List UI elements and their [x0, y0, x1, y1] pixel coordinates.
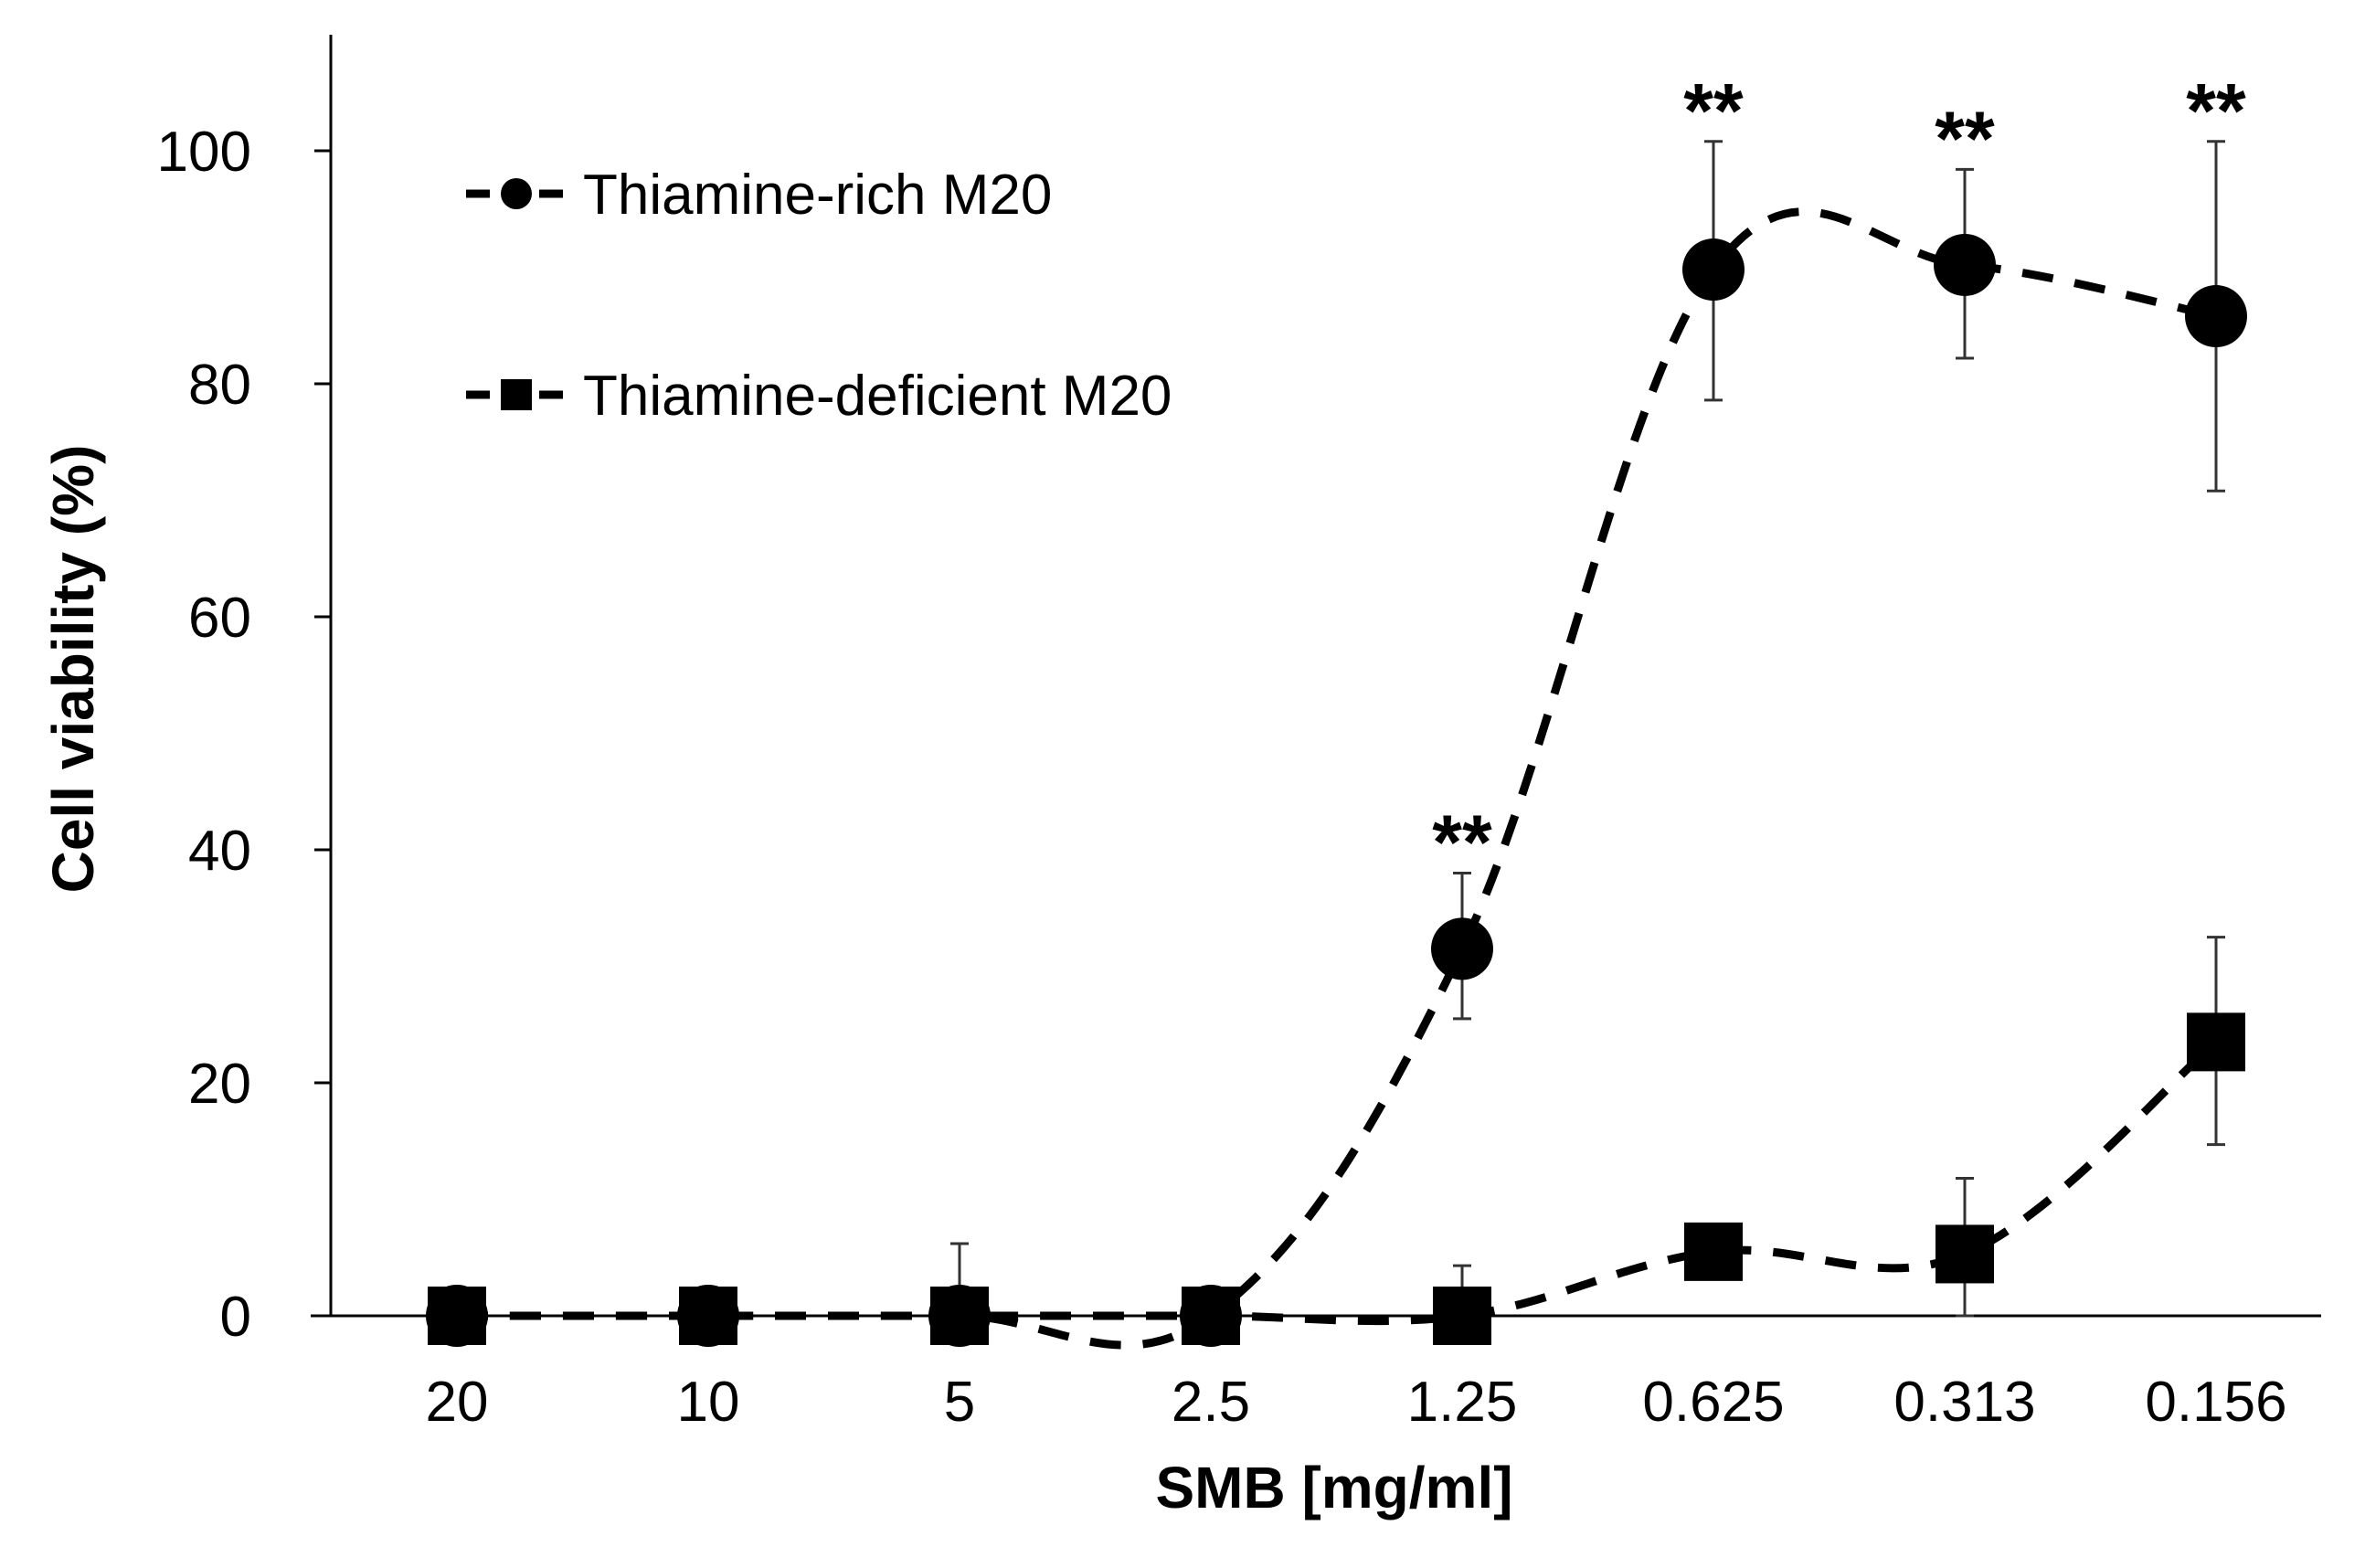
thiamine-deficient-point — [1935, 1224, 1994, 1284]
thiamine-deficient-series-line — [457, 1038, 2219, 1326]
significance-label: ** — [1432, 800, 1492, 885]
thiamine-deficient-point — [1182, 1287, 1240, 1345]
y-axis-title: Cell viability (%) — [40, 445, 106, 894]
x-tick-label: 0.156 — [2145, 1371, 2286, 1434]
y-tick-label: 100 — [157, 121, 251, 184]
significance-label: ** — [1683, 68, 1744, 154]
tick-labels: 0 20 40 60 80 100 20 10 5 2.5 1.25 0.625 0.313 0.156 — [157, 121, 2287, 1434]
thiamine-deficient-point — [1684, 1222, 1743, 1281]
x-tick-label: 10 — [677, 1371, 740, 1434]
thiamine-rich-legend-label: Thiamine-rich M20 — [583, 164, 1052, 227]
x-tick-label: 20 — [426, 1371, 489, 1434]
x-axis-title: SMB [mg/ml] — [1155, 1455, 1512, 1520]
y-tick-label: 20 — [188, 1053, 251, 1116]
thiamine-rich-point — [2185, 285, 2247, 348]
thiamine-deficient-legend-label: Thiamine-deficient M20 — [583, 365, 1172, 428]
y-tick-label: 60 — [188, 587, 251, 650]
y-tick-label: 40 — [188, 820, 251, 883]
series-lines — [457, 207, 2219, 1350]
x-tick-label: 0.625 — [1642, 1371, 1784, 1434]
significance-annotations: ** ** ** ** — [1432, 68, 2246, 885]
thiamine-deficient-point — [930, 1287, 989, 1345]
error-bars — [950, 140, 2225, 1318]
thiamine-deficient-legend-marker — [501, 379, 532, 410]
legend: Thiamine-rich M20 Thiamine-deficient M20 — [466, 164, 1172, 428]
significance-label: ** — [1935, 95, 1995, 181]
thiamine-deficient-point — [1433, 1287, 1491, 1345]
thiamine-deficient-point — [679, 1287, 737, 1345]
thiamine-rich-legend-marker — [501, 178, 532, 209]
data-markers — [426, 233, 2247, 1347]
significance-label: ** — [2186, 68, 2246, 154]
x-tick-label: 5 — [944, 1371, 975, 1434]
x-tick-label: 0.313 — [1893, 1371, 2035, 1434]
thiamine-rich-point — [1431, 917, 1493, 980]
y-tick-label: 0 — [220, 1286, 251, 1349]
thiamine-rich-point — [1682, 238, 1745, 302]
axes — [311, 35, 2321, 1318]
x-tick-label: 2.5 — [1172, 1371, 1250, 1434]
thiamine-rich-point — [1934, 233, 1996, 296]
x-tick-label: 1.25 — [1407, 1371, 1518, 1434]
thiamine-deficient-point — [2187, 1012, 2245, 1072]
y-tick-label: 80 — [188, 354, 251, 417]
thiamine-deficient-point — [428, 1287, 486, 1345]
